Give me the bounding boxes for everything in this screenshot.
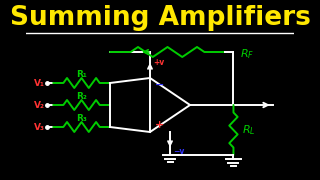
Text: R₂: R₂ xyxy=(76,91,87,100)
Text: +: + xyxy=(155,120,164,130)
Text: V₂: V₂ xyxy=(34,100,45,109)
Text: $R_F$: $R_F$ xyxy=(240,47,254,61)
Text: $R_L$: $R_L$ xyxy=(242,123,255,137)
Text: Summing Amplifiers: Summing Amplifiers xyxy=(10,5,310,31)
Text: −v: −v xyxy=(173,147,185,156)
Text: −: − xyxy=(155,80,164,90)
Text: R₁: R₁ xyxy=(76,69,87,78)
Text: V₁: V₁ xyxy=(34,78,45,87)
Text: R₃: R₃ xyxy=(76,114,87,123)
Text: V₃: V₃ xyxy=(34,123,45,132)
Text: +v: +v xyxy=(153,57,164,66)
